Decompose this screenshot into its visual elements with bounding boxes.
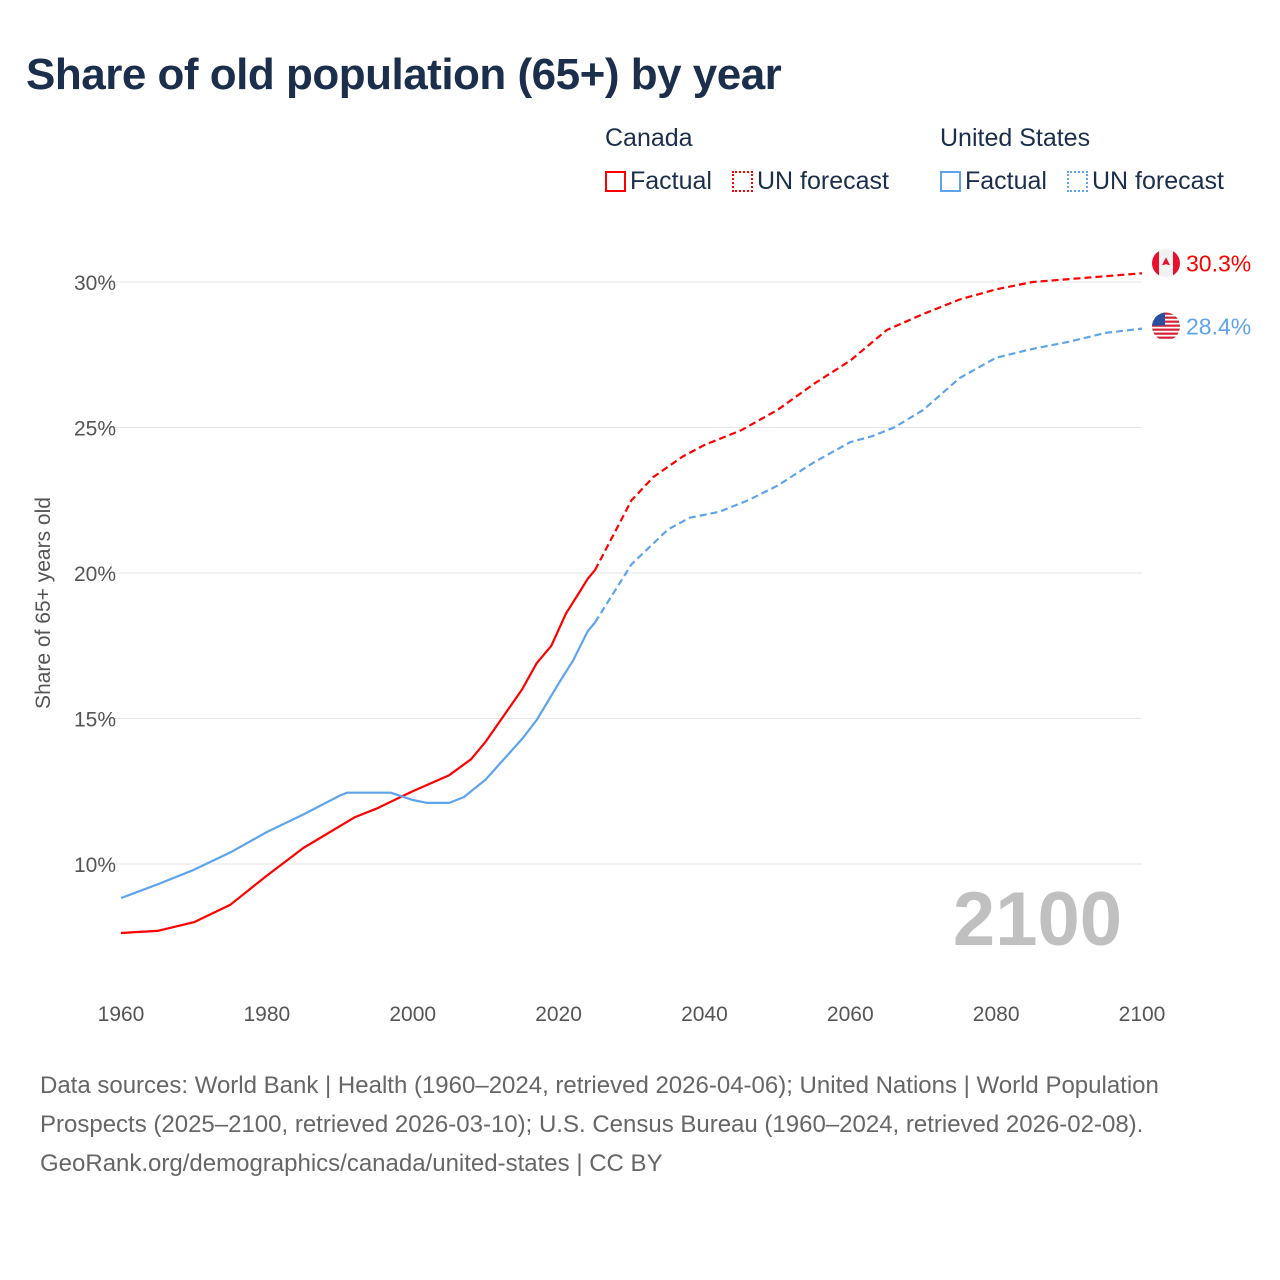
chart-title: Share of old population (65+) by year — [26, 50, 782, 99]
footer: Data sources: World Bank | Health (1960–… — [40, 1066, 1240, 1183]
x-tick-label: 2100 — [1119, 1003, 1166, 1026]
end-label-united-states: 28.4% — [1186, 314, 1251, 340]
series-line-united-states-factual — [120, 621, 596, 900]
dotted-swatch-icon — [1066, 171, 1088, 192]
x-tick-label: 2080 — [973, 1003, 1020, 1026]
canada-flag-icon — [1152, 249, 1180, 278]
x-tick-label: 1980 — [243, 1003, 290, 1026]
legend-us-factual[interactable]: Factual — [940, 167, 1047, 196]
legend-country: Canada — [605, 124, 693, 152]
y-axis-label: Share of 65+ years old — [32, 497, 55, 709]
legend-label: Factual — [630, 167, 712, 195]
legend-country: United States — [940, 124, 1091, 152]
legend-label: UN forecast — [1091, 167, 1224, 195]
legend-united-states: United States Factual UN forecast — [940, 124, 1238, 196]
data-sources: Data sources: World Bank | Health (1960–… — [40, 1072, 1159, 1138]
series-line-united-states-un-forecast — [594, 327, 1143, 624]
dotted-swatch-icon — [731, 171, 753, 192]
solid-swatch-icon — [940, 171, 961, 192]
end-label-canada: 30.3% — [1186, 250, 1251, 276]
credit-link[interactable]: GeoRank.org/demographics/canada/united-s… — [40, 1150, 663, 1177]
x-tick-label: 2060 — [827, 1003, 874, 1026]
legend-canada-forecast[interactable]: UN forecast — [731, 167, 889, 196]
x-tick-label: 1960 — [98, 1003, 145, 1026]
legend-label: UN forecast — [756, 167, 889, 195]
us-flag-icon — [1152, 312, 1180, 341]
series-line-canada-factual — [120, 569, 596, 935]
y-tick-label: 30% — [74, 272, 116, 295]
x-tick-label: 2000 — [389, 1003, 436, 1026]
series-line-canada-un-forecast — [594, 272, 1143, 571]
legend-us-forecast[interactable]: UN forecast — [1066, 167, 1224, 196]
legend-canada-factual[interactable]: Factual — [605, 167, 712, 196]
y-tick-label: 20% — [74, 563, 116, 586]
x-tick-label: 2040 — [681, 1003, 728, 1026]
legend-label: Factual — [965, 167, 1047, 195]
legend-canada: Canada Factual UN forecast — [605, 124, 903, 196]
y-tick-label: 25% — [74, 418, 116, 441]
x-tick-label: 2020 — [535, 1003, 582, 1026]
y-tick-label: 15% — [74, 709, 116, 732]
solid-swatch-icon — [605, 171, 626, 192]
y-tick-label: 10% — [74, 854, 116, 877]
year-watermark: 2100 — [953, 877, 1122, 962]
